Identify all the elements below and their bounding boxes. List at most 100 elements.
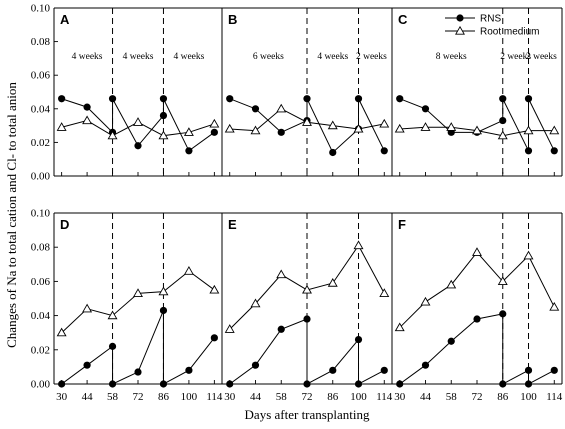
panel-label: E — [228, 217, 237, 232]
y-tick-label: 0.10 — [31, 208, 51, 220]
panel-label: F — [398, 217, 406, 232]
rns-series — [58, 95, 218, 155]
rns-point — [499, 95, 507, 103]
x-tick-label: 30 — [224, 391, 236, 403]
x-axis-title: Days after transplanting — [245, 407, 370, 422]
rns-point — [354, 380, 363, 388]
y-tick-label: 0.04 — [31, 310, 51, 322]
root-medium-point — [353, 240, 364, 250]
x-tick-label: 72 — [133, 391, 144, 403]
series-line — [163, 337, 215, 385]
panel-label: D — [60, 217, 69, 232]
series-line — [229, 318, 308, 385]
y-tick-label: 0.02 — [31, 344, 50, 356]
root-medium-point — [497, 276, 508, 285]
rns-point — [58, 380, 66, 388]
rns-point — [524, 95, 533, 103]
rns-series — [226, 95, 388, 157]
root-medium-series — [394, 122, 560, 140]
x-tick-label: 72 — [302, 391, 313, 403]
y-axis-title: Changes of Na to total cation and Cl- to… — [4, 82, 19, 348]
period-label: 4 weeks — [123, 52, 154, 62]
x-tick-label: 72 — [472, 391, 483, 403]
rns-point — [303, 95, 311, 103]
root-medium-point — [523, 125, 534, 135]
rns-point — [108, 380, 117, 388]
root-medium-point — [56, 122, 67, 131]
root-medium-point — [523, 250, 534, 260]
root-medium-point — [82, 115, 93, 125]
root-medium-point — [276, 103, 287, 113]
rns-point — [108, 95, 117, 103]
x-tick-label: 86 — [497, 391, 509, 403]
rns-point — [499, 380, 507, 388]
y-tick-label: 0.08 — [31, 242, 51, 254]
legend-label: RNS — [480, 14, 501, 25]
root-medium-point — [472, 125, 482, 135]
root-medium-point — [224, 123, 235, 133]
axis-labels: Changes of Na to total cation and Cl- to… — [4, 82, 370, 422]
rns-series — [396, 95, 558, 155]
period-label: 4 weeks — [317, 52, 348, 62]
series-line — [528, 98, 555, 152]
rns-point — [251, 105, 260, 113]
series-line — [399, 313, 503, 385]
y-tick-label: 0.02 — [31, 137, 50, 149]
series-line — [502, 98, 529, 152]
rns-point — [329, 366, 337, 374]
rns-point — [277, 325, 285, 333]
x-tick-label: 44 — [82, 391, 94, 403]
root-medium-series — [56, 115, 220, 140]
rns-point — [251, 361, 260, 369]
root-medium-point — [107, 130, 118, 140]
panel-label: C — [398, 12, 408, 27]
y-tick-label: 0.08 — [31, 36, 51, 48]
panel-label: A — [60, 12, 70, 27]
x-tick-label: 100 — [350, 391, 367, 403]
series-line — [502, 369, 529, 385]
y-tick-label: 0.10 — [31, 3, 51, 15]
root-medium-point — [455, 25, 465, 35]
x-tick-label: 114 — [376, 391, 393, 403]
rns-point — [456, 14, 464, 22]
panel-f: 30 44 58 72 86 100 114 F — [392, 212, 563, 403]
root-medium-point — [183, 127, 194, 136]
rns-point — [185, 147, 193, 155]
series-line — [163, 98, 215, 152]
root-medium-series — [224, 240, 390, 333]
root-medium-point — [276, 269, 287, 279]
root-medium-point — [446, 279, 457, 289]
period-label: 2 weeks — [526, 52, 557, 62]
root-medium-point — [56, 327, 67, 337]
x-tick-label: 44 — [250, 391, 262, 403]
rns-point — [277, 128, 285, 136]
y-tick-label: 0.06 — [31, 276, 51, 288]
rns-point — [134, 368, 142, 376]
root-medium-point — [250, 125, 261, 135]
rns-point — [447, 337, 455, 345]
series-line — [61, 270, 215, 334]
root-medium-point — [158, 286, 169, 296]
rns-point — [210, 334, 218, 342]
rns-point — [134, 142, 142, 150]
root-medium-point — [420, 296, 431, 306]
root-medium-point — [183, 266, 194, 275]
series-line — [358, 98, 385, 152]
rns-point — [159, 95, 168, 103]
rns-series — [226, 315, 388, 388]
x-tick-label: 114 — [546, 391, 563, 403]
legend-label: Root medium — [480, 27, 539, 38]
root-medium-point — [250, 298, 261, 308]
root-medium-point — [327, 278, 338, 287]
legend: RNS Root medium — [445, 14, 539, 38]
root-medium-point — [446, 122, 457, 131]
series-line — [528, 369, 555, 385]
legend-item: RNS — [445, 14, 501, 25]
y-axis-row-2: 0.00 0.02 0.04 0.06 0.08 0.10 — [31, 208, 58, 391]
rns-point — [380, 366, 388, 374]
series-line — [358, 369, 385, 385]
root-medium-point — [472, 247, 482, 256]
rns-point — [185, 366, 193, 374]
